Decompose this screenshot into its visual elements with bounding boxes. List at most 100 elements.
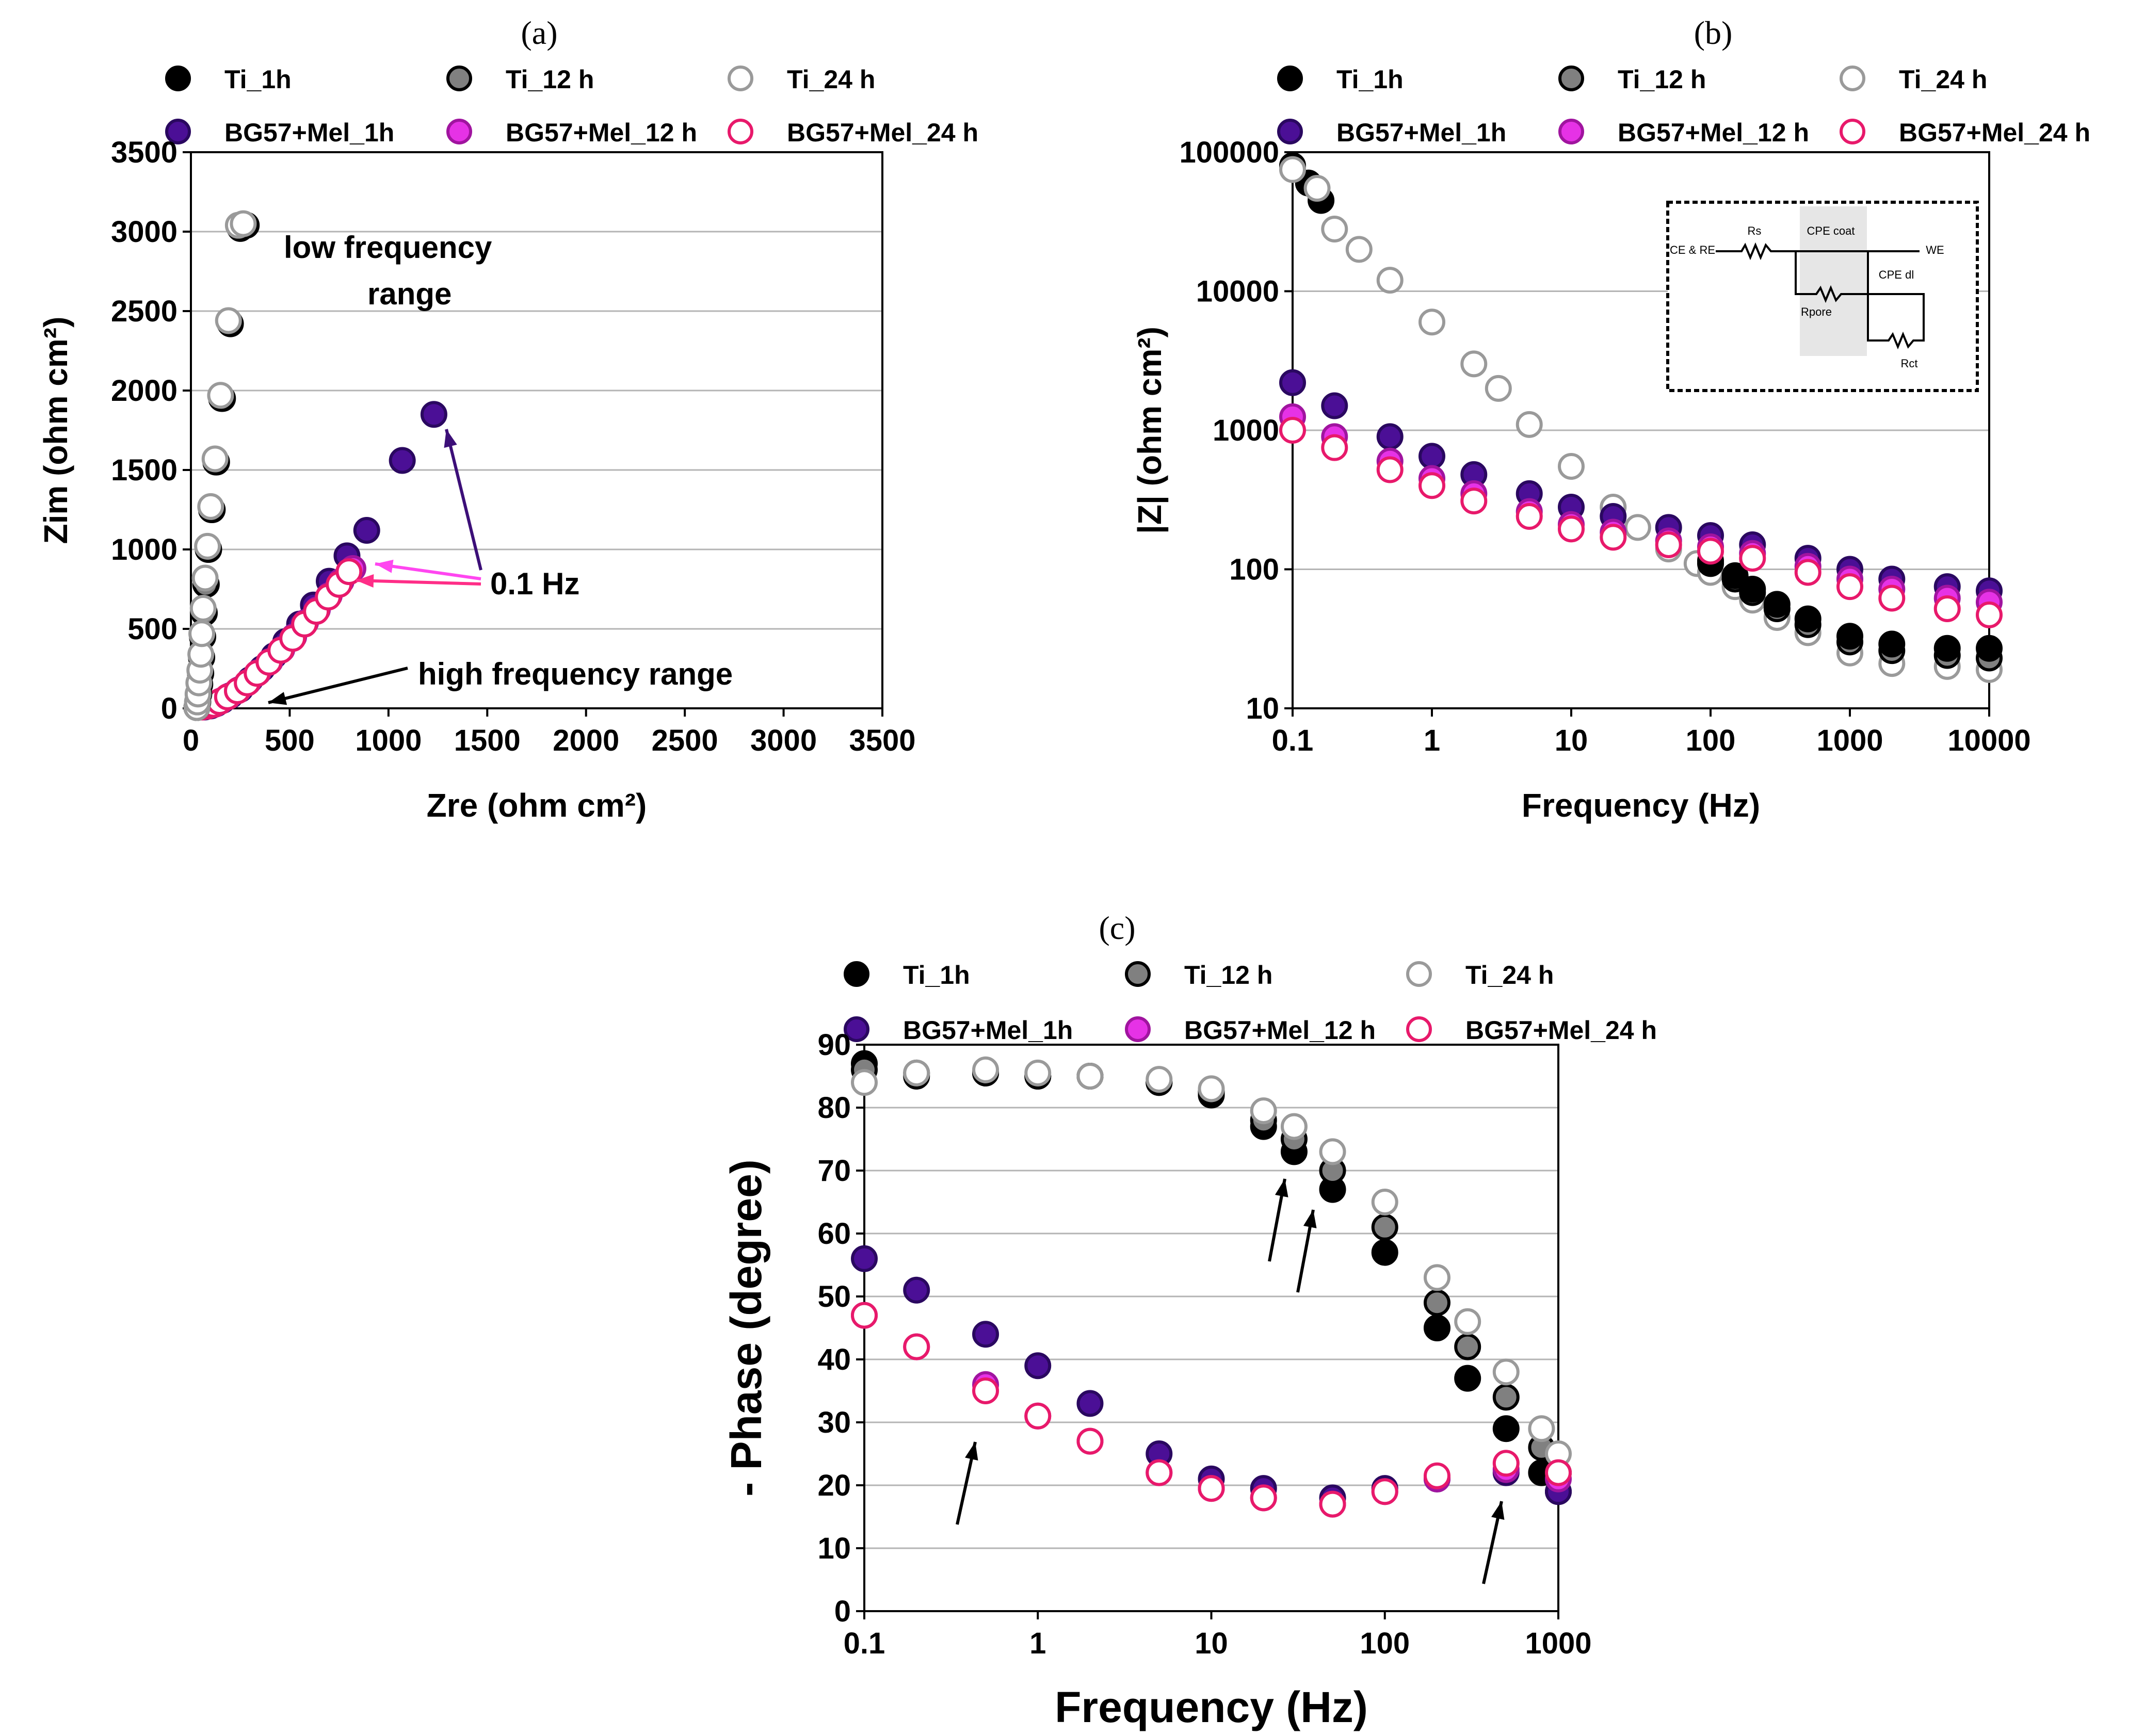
data-point xyxy=(1655,531,1682,559)
data-point xyxy=(1371,1189,1398,1215)
x-tick-label: 2000 xyxy=(553,724,619,757)
data-point xyxy=(1198,1475,1225,1502)
data-point xyxy=(1146,1066,1173,1093)
y-tick-label: 0 xyxy=(161,692,178,725)
wire-pore xyxy=(1795,251,1869,303)
data-point xyxy=(972,1056,1000,1083)
legend-label: BG57+Mel_1h xyxy=(903,1016,1073,1045)
y-tick-label: 100000 xyxy=(1179,136,1279,169)
x-tick-label: 1000 xyxy=(1816,724,1883,757)
data-point xyxy=(1739,545,1766,572)
data-point xyxy=(1371,1239,1398,1266)
data-point xyxy=(1878,630,1906,658)
data-point xyxy=(1423,1462,1450,1489)
y-tick-label: 0 xyxy=(834,1595,851,1628)
data-point xyxy=(972,1321,1000,1348)
data-point xyxy=(1976,601,2003,628)
data-point xyxy=(1376,456,1404,483)
annotation-low-frequency: low frequency xyxy=(284,230,492,265)
y-tick-label: 70 xyxy=(817,1154,851,1188)
legend-label: Ti_12 h xyxy=(1184,961,1272,989)
legend-label: BG57+Mel_1h xyxy=(224,118,394,147)
legend-label: BG57+Mel_24 h xyxy=(1899,118,2090,147)
legend-marker xyxy=(844,961,869,987)
data-point xyxy=(1250,1097,1277,1125)
y-axis-title: Zim (ohm cm²) xyxy=(37,317,74,544)
arrow-high-frequency-head xyxy=(268,692,287,705)
data-point xyxy=(851,1069,878,1096)
data-point xyxy=(1321,392,1348,419)
panel-label: (c) xyxy=(1099,910,1135,946)
data-point xyxy=(1198,1075,1225,1102)
legend-marker xyxy=(1558,119,1584,144)
y-tick-label: 3000 xyxy=(111,215,178,249)
legend-marker xyxy=(165,119,191,144)
data-point xyxy=(1280,1113,1308,1140)
x-tick-label: 0.1 xyxy=(844,1627,885,1660)
data-point xyxy=(1376,423,1404,450)
data-point xyxy=(1516,411,1543,438)
x-tick-label: 1500 xyxy=(454,724,521,757)
y-tick-label: 10 xyxy=(1246,692,1279,725)
data-point xyxy=(1836,623,1863,650)
legend-marker xyxy=(1125,961,1151,987)
x-tick-label: 0 xyxy=(183,724,199,757)
arrow-0.1hz-bg12h xyxy=(375,562,481,580)
legend-marker xyxy=(446,119,472,144)
circuit-label: CPE dl xyxy=(1879,268,1914,281)
y-tick-label: 10 xyxy=(817,1532,851,1565)
legend-label: BG57+Mel_1h xyxy=(1336,118,1506,147)
data-point xyxy=(1279,156,1306,183)
arrow-bg-lf-head xyxy=(965,1442,978,1461)
arrow-high-frequency xyxy=(268,667,408,704)
x-tick-label: 1000 xyxy=(1525,1627,1591,1660)
data-point xyxy=(1763,591,1791,618)
y-tick-label: 30 xyxy=(817,1406,851,1439)
y-tick-label: 90 xyxy=(817,1028,851,1062)
data-point xyxy=(353,517,380,544)
data-point xyxy=(1460,350,1488,378)
panel-label: (b) xyxy=(1694,14,1733,51)
data-point xyxy=(1418,472,1445,499)
legend-label: Ti_24 h xyxy=(1465,961,1554,989)
data-point xyxy=(1345,236,1373,263)
data-point xyxy=(1836,573,1863,601)
y-tick-label: 80 xyxy=(817,1091,851,1125)
data-point xyxy=(389,447,416,474)
data-point xyxy=(851,1302,878,1329)
data-point xyxy=(1423,1264,1450,1291)
data-point xyxy=(1418,309,1445,336)
circuit-label: Rpore xyxy=(1801,305,1832,318)
data-point xyxy=(1558,452,1585,480)
data-point xyxy=(191,564,219,592)
x-tick-label: 500 xyxy=(265,724,315,757)
data-point xyxy=(1516,503,1543,530)
x-axis-title: Frequency (Hz) xyxy=(1522,787,1760,824)
x-axis-title: Zre (ohm cm²) xyxy=(427,787,647,824)
data-point xyxy=(1024,1402,1052,1430)
data-point xyxy=(420,401,447,428)
legend-label: BG57+Mel_24 h xyxy=(1465,1016,1657,1045)
data-point xyxy=(903,1276,930,1304)
data-point xyxy=(1423,1289,1450,1317)
annotation-high-frequency: high frequency range xyxy=(418,657,733,691)
panel-c: (c) Ti_1h Ti_12 h Ti_24 h BG57+Mel_1h BG57+Me… xyxy=(722,910,1657,1731)
data-point xyxy=(1454,1365,1481,1392)
data-point xyxy=(335,558,363,586)
data-point xyxy=(188,620,216,647)
data-point xyxy=(207,382,234,409)
data-point xyxy=(1492,1384,1520,1411)
legend-label: Ti_12 h xyxy=(1618,65,1706,94)
axes-frame xyxy=(863,1044,1559,1612)
legend-label: Ti_24 h xyxy=(1899,65,1987,94)
data-point xyxy=(1794,559,1821,586)
y-tick-label: 500 xyxy=(127,612,178,646)
legend-label: Ti_1h xyxy=(1336,65,1404,94)
data-point xyxy=(194,532,221,560)
circuit-label: WE xyxy=(1926,244,1944,256)
data-point xyxy=(1321,434,1348,461)
legend-marker xyxy=(728,119,753,144)
data-point xyxy=(1418,443,1445,470)
data-point xyxy=(1454,1333,1481,1360)
